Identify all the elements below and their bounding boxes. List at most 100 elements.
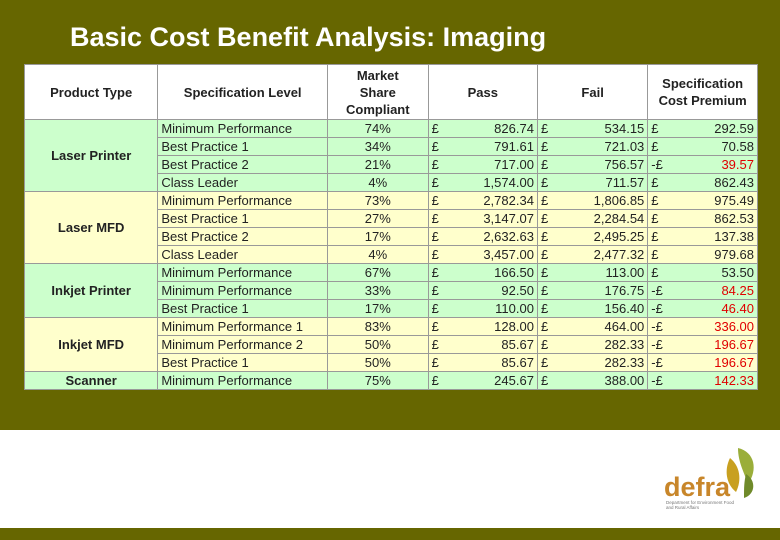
table-row: Best Practice 2 21% £717.00 £756.57 -£ 39.57	[24, 155, 758, 174]
premium-cell: -£ 196.67	[647, 353, 758, 372]
amount: 196.67	[714, 355, 754, 370]
amount: 711.57	[605, 175, 645, 190]
data-table: Product Type Specification Level Market Sh…	[23, 64, 758, 390]
amount: 534.15	[604, 121, 645, 136]
currency-symbol: £	[540, 265, 549, 280]
spec-level: Class Leader	[157, 245, 329, 264]
market-share: 67%	[327, 263, 429, 282]
amount: 70.58	[721, 139, 754, 154]
spec-level: Best Practice 1	[157, 209, 329, 228]
currency-symbol: £	[431, 373, 439, 388]
market-share: 17%	[327, 227, 429, 246]
money-value: £2,495.25	[541, 229, 644, 244]
currency-symbol: £	[540, 157, 549, 172]
money-value: £2,284.54	[541, 211, 644, 226]
currency-symbol: £	[540, 121, 549, 136]
amount: 1,574.00	[483, 175, 534, 190]
spec-level: Minimum Performance	[157, 119, 329, 138]
pass-cell: £2,782.34	[427, 191, 538, 210]
money-value: £85.67	[432, 355, 534, 370]
column-header: Specification Cost Premium	[647, 64, 758, 120]
currency-symbol: -£	[651, 355, 663, 370]
currency-symbol: -£	[651, 283, 663, 298]
table-row: Inkjet MFD Minimum Performance 1 83% £128.0…	[23, 317, 758, 372]
product-type: Scanner	[23, 371, 159, 390]
currency-symbol: £	[540, 283, 549, 298]
currency-symbol: £	[431, 283, 439, 298]
market-share: 50%	[327, 335, 429, 354]
amount: 113.00	[605, 265, 645, 280]
amount: 862.53	[714, 211, 754, 226]
market-share: 27%	[327, 209, 429, 228]
spec-level: Minimum Performance 1	[157, 317, 329, 336]
money-value: £756.57	[541, 157, 644, 172]
money-value: -£ 84.25	[651, 283, 754, 298]
currency-symbol: £	[431, 265, 439, 280]
money-value: £2,632.63	[432, 229, 534, 244]
amount: 2,284.54	[593, 211, 645, 226]
fail-cell: £711.57	[536, 173, 649, 192]
money-value: £53.50	[651, 265, 754, 280]
money-value: £975.49	[651, 193, 754, 208]
premium-cell: -£ 39.57	[647, 155, 758, 174]
market-share: 33%	[327, 281, 429, 300]
money-value: £166.50	[432, 265, 534, 280]
spec-level: Minimum Performance	[157, 371, 329, 390]
table-row: Inkjet Printer Minimum Performance 67% £166…	[23, 263, 758, 318]
fail-cell: £156.40	[536, 299, 649, 318]
amount: 826.74	[494, 121, 534, 136]
currency-symbol: £	[431, 193, 439, 208]
amount: 110.00	[495, 301, 534, 316]
amount: 282.33	[604, 337, 645, 352]
pass-cell: £245.67	[427, 371, 538, 390]
market-share: 75%	[327, 371, 429, 390]
column-header: Fail	[536, 64, 649, 120]
logo-tagline-box: Department for Environment Food and Rura…	[666, 500, 734, 510]
pass-cell: £1,574.00	[427, 173, 538, 192]
product-type: Laser MFD	[23, 191, 159, 264]
money-value: -£ 46.40	[651, 301, 754, 316]
amount: 196.67	[714, 337, 754, 352]
pass-cell: £2,632.63	[427, 227, 538, 246]
money-value: -£ 39.57	[651, 157, 754, 172]
amount: 979.68	[714, 247, 754, 262]
money-value: £826.74	[432, 121, 534, 136]
table-row: Class Leader 4% £3,457.00 £2,477.32 £979.68	[24, 245, 758, 264]
currency-symbol: £	[540, 211, 549, 226]
column-header: Market Share Compliant	[327, 64, 429, 120]
currency-symbol: £	[540, 229, 549, 244]
money-value: £70.58	[651, 139, 754, 154]
premium-cell: £53.50	[647, 263, 758, 282]
currency-symbol: £	[651, 247, 659, 262]
market-share: 4%	[327, 245, 429, 264]
currency-symbol: -£	[651, 319, 663, 334]
premium-cell: £975.49	[647, 191, 758, 210]
money-value: £711.57	[541, 175, 644, 190]
amount: 2,632.63	[483, 229, 534, 244]
spec-level: Best Practice 1	[157, 299, 329, 318]
amount: 84.25	[721, 283, 754, 298]
currency-symbol: £	[431, 157, 439, 172]
currency-symbol: £	[540, 175, 549, 190]
table-row: Best Practice 1 34% £791.61 £721.03 £70.58	[24, 137, 758, 156]
fail-cell: £282.33	[536, 353, 649, 372]
premium-cell: -£ 196.67	[647, 335, 758, 354]
pass-cell: £85.67	[427, 335, 538, 354]
currency-symbol: £	[540, 193, 549, 208]
amount: 2,495.25	[593, 229, 645, 244]
money-value: -£ 142.33	[651, 373, 754, 388]
fail-cell: £113.00	[536, 263, 649, 282]
spec-level: Best Practice 2	[157, 155, 329, 174]
pass-cell: £128.00	[427, 317, 538, 336]
column-header: Product Type	[23, 64, 159, 120]
amount: 137.38	[714, 229, 754, 244]
spec-level: Minimum Performance	[157, 191, 329, 210]
premium-cell: -£ 84.25	[647, 281, 758, 300]
money-value: -£ 336.00	[651, 319, 754, 334]
leaf	[744, 474, 754, 498]
table-body: Laser Printer Minimum Performance 74% £826.…	[23, 119, 758, 390]
pass-cell: £826.74	[427, 119, 538, 138]
pass-cell: £85.67	[427, 353, 538, 372]
premium-cell: £292.59	[647, 119, 758, 138]
fail-cell: £756.57	[536, 155, 649, 174]
